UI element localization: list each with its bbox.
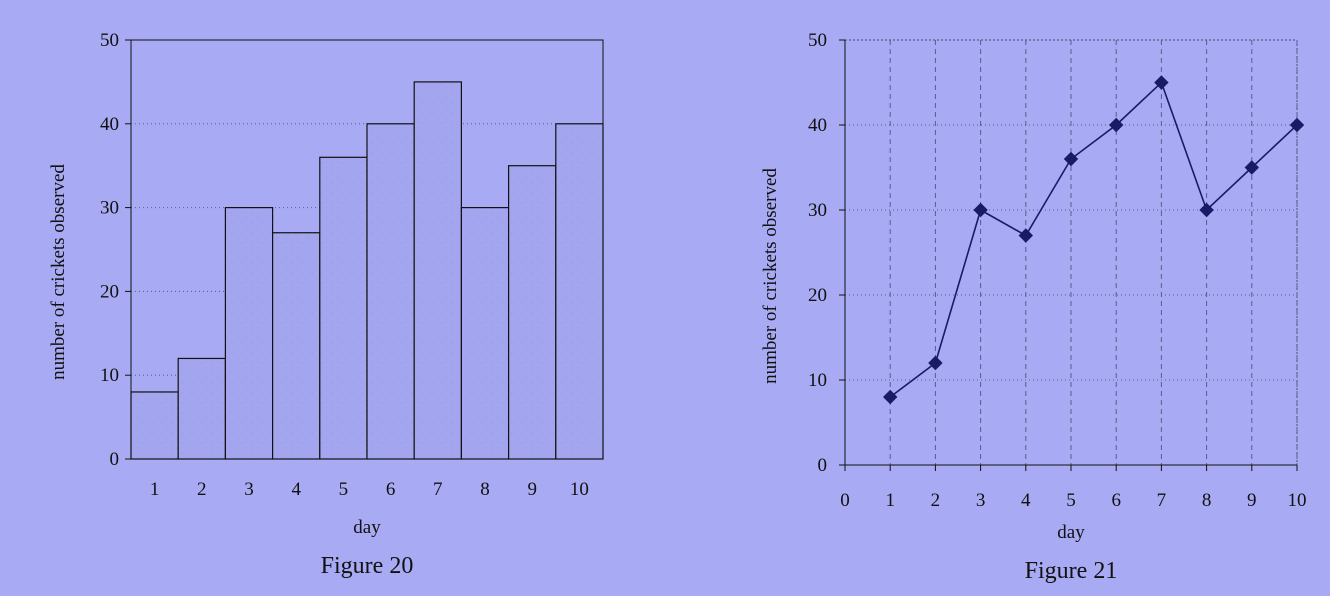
bar-chart-y-tick-label: 10	[100, 365, 119, 386]
bar-chart-y-tick-label: 0	[110, 449, 120, 470]
figure-21-line-chart: 0 10 20 30 40 50 0 1 2 3 4 5 6 7 8 9 10 day number of c…	[760, 30, 1307, 584]
bar-chart-x-tick-label: 10	[570, 479, 589, 500]
line-chart-x-tick-label: 3	[976, 490, 986, 511]
bar-chart-bar-texture	[367, 123, 415, 460]
line-chart-x-tick-label: 1	[885, 490, 895, 511]
bar-chart-x-tick-label: 1	[150, 479, 160, 500]
bar-chart-x-tick-label: 8	[480, 479, 490, 500]
bar-chart-x-tick-label: 9	[527, 479, 537, 500]
line-chart-y-tick-label: 10	[808, 370, 827, 391]
figure-21-caption: Figure 21	[1025, 558, 1118, 584]
line-chart-x-tick-label: 10	[1288, 490, 1307, 511]
bar-chart-y-tick-label: 20	[100, 281, 119, 302]
line-chart-y-tick-label: 30	[808, 200, 827, 221]
line-chart-x-axis-label: day	[1057, 522, 1085, 543]
bar-chart-x-tick-label: 2	[197, 479, 207, 500]
line-chart-x-tick-label: 7	[1157, 490, 1167, 511]
line-chart-point-marker	[1063, 151, 1079, 167]
bar-chart-y-tick-label: 40	[100, 114, 119, 135]
line-chart-x-tick-label: 9	[1247, 490, 1257, 511]
bar-chart-x-tick-label: 3	[244, 479, 254, 500]
bar-chart-y-tick-labels: 0 10 20 30 40 50	[100, 30, 131, 470]
bar-chart-y-tick-label: 30	[100, 198, 119, 219]
line-chart-y-axis-label: number of crickets observed	[760, 168, 781, 384]
line-chart-point-marker	[1199, 202, 1214, 218]
line-chart-x-tick-label: 8	[1202, 490, 1212, 511]
bar-chart-plot-frame	[130, 39, 604, 460]
line-chart-point-marker	[973, 202, 988, 218]
figure-20-bar-chart: 0 10 20 30 40 50 1 2 3 4 5 6 7 8 9 10 day number of cr…	[48, 30, 604, 579]
line-chart-y-tick-label: 50	[808, 30, 827, 51]
line-chart-x-tick-label: 6	[1111, 490, 1121, 511]
bar-chart-bar-texture	[225, 207, 273, 459]
line-chart-point-marker	[882, 389, 898, 405]
bar-chart-bars	[130, 81, 604, 460]
line-chart-x-tick-label: 2	[931, 490, 941, 511]
bar-chart-y-axis-label: number of crickets observed	[48, 164, 69, 380]
bar-chart-bar-texture	[178, 358, 226, 459]
bar-chart-x-tick-label: 4	[291, 479, 301, 500]
line-chart-point-marker	[1108, 117, 1124, 133]
line-chart-x-tick-label: 4	[1021, 490, 1031, 511]
line-chart-point-marker	[928, 355, 943, 371]
bar-chart-bar-texture	[272, 232, 320, 459]
line-chart-y-tick-label: 20	[808, 285, 827, 306]
bar-chart-x-tick-label: 6	[386, 479, 396, 500]
bar-chart-bar-texture	[555, 123, 603, 460]
line-chart-y-tick-label: 40	[808, 115, 827, 136]
line-chart-x-tick-labels: 0 1 2 3 4 5 6 7 8 9 10	[840, 465, 1307, 511]
line-chart-point-marker	[1018, 228, 1034, 243]
line-chart-markers	[882, 75, 1305, 405]
line-chart-series-line	[889, 81, 1298, 398]
line-chart-gridlines	[845, 40, 1298, 465]
bar-chart-bar-texture	[414, 81, 462, 460]
bar-chart-x-tick-label: 5	[339, 479, 349, 500]
line-chart-point-marker	[1154, 75, 1169, 90]
line-chart-y-tick-labels: 0 10 20 30 40 50	[808, 30, 845, 476]
line-chart-x-tick-label: 5	[1066, 490, 1076, 511]
line-chart-x-tick-label: 0	[840, 490, 850, 511]
figure-20-caption: Figure 20	[321, 553, 414, 579]
line-chart-point-marker	[1244, 160, 1260, 175]
bar-chart-bar-texture	[319, 157, 367, 459]
bar-chart-y-tick-label: 50	[100, 30, 119, 51]
bar-chart-bar-texture	[131, 391, 179, 459]
bar-chart-x-tick-labels: 1 2 3 4 5 6 7 8 9 10	[150, 479, 589, 500]
bar-chart-bar-texture	[508, 165, 556, 459]
line-chart-point-marker	[1289, 117, 1305, 133]
bar-chart-x-axis-label: day	[353, 517, 381, 538]
bar-chart-x-tick-label: 7	[433, 479, 443, 500]
bar-chart-bar-texture	[461, 207, 509, 459]
line-chart-y-tick-label: 0	[818, 455, 828, 476]
